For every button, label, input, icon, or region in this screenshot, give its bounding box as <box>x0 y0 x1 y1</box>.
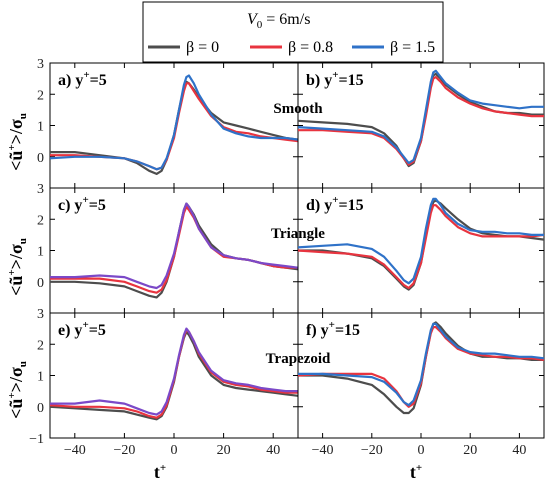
x-tick-label: 0 <box>171 443 178 458</box>
series-line-2 <box>297 197 544 285</box>
legend: V0 = 6m/s β = 0 β = 0.8 β = 1.5 <box>142 1 444 63</box>
y-tick-label: 3 <box>37 57 44 72</box>
panel-label: e) y+=5 <box>58 319 106 339</box>
legend-title-rest: = 6m/s <box>262 11 310 28</box>
y-axis-label-2: <ũ+>/σu <box>6 238 29 296</box>
y-tick-label: 1 <box>37 370 44 385</box>
panel-label: f) y+=15 <box>306 319 360 339</box>
series-line-0 <box>50 80 299 175</box>
legend-label-1: β = 0.8 <box>288 39 333 56</box>
y-tick-label: 1 <box>37 245 44 260</box>
panel-label: c) y+=5 <box>58 194 106 214</box>
y-tick-label: 3 <box>37 182 44 197</box>
legend-label-2: β = 1.5 <box>390 39 435 56</box>
series-line-0 <box>297 72 544 168</box>
x-tick-label: −20 <box>113 443 135 458</box>
y-tick-label: 2 <box>37 88 44 103</box>
panel-label: d) y+=15 <box>306 194 364 214</box>
series-line-1 <box>298 76 544 166</box>
legend-title-var: V <box>247 11 259 28</box>
y-axis-label-3: <ũ+>/σu <box>6 361 29 419</box>
panel-3: d) y+=15 <box>297 187 545 314</box>
series-line-2 <box>50 327 298 416</box>
panel-label: a) y+=5 <box>58 69 107 89</box>
y-tick-label: 0 <box>37 151 44 166</box>
x-tick-label: 40 <box>266 443 280 458</box>
y-tick-label: −1 <box>29 432 44 447</box>
series-line-2 <box>50 202 299 290</box>
legend-title: V0 = 6m/s <box>247 11 310 31</box>
y-axis-label: <ũ+>/σu <box>6 113 29 171</box>
legend-label-0: β = 0 <box>186 39 219 56</box>
x-tick-label: 20 <box>463 443 477 458</box>
panel-frame <box>49 62 299 189</box>
x-tick-label: −40 <box>64 443 86 458</box>
series-line-2 <box>298 322 545 407</box>
y-tick-label: 0 <box>37 276 44 291</box>
x-tick-label: −20 <box>361 443 383 458</box>
x-axis-label-right: t+ <box>410 462 422 482</box>
series-line-2 <box>49 74 299 171</box>
y-tick-label: 2 <box>37 338 44 353</box>
panel-frame <box>297 62 545 189</box>
panel-5: −40 −20 0 20 40 f) y+=15 <box>297 312 545 458</box>
series-line-2 <box>297 69 544 165</box>
x-tick-label: 20 <box>217 443 231 458</box>
panel-1: b) y+=15 <box>297 62 545 189</box>
series-line-1 <box>297 204 545 290</box>
x-axis-label-left: t+ <box>154 462 166 482</box>
panel-label: b) y+=15 <box>306 69 364 89</box>
y-tick-label: 1 <box>37 120 44 135</box>
legend-title-sub: 0 <box>257 19 263 31</box>
x-tick-label: 40 <box>512 443 526 458</box>
legend-frame <box>142 1 444 63</box>
x-tick-label: −40 <box>312 443 334 458</box>
x-tick-label: 0 <box>418 443 425 458</box>
y-tick-label: 2 <box>37 213 44 228</box>
series-line-1 <box>297 326 545 408</box>
y-tick-label: 0 <box>37 401 44 416</box>
y-tick-label: 3 <box>37 307 44 322</box>
